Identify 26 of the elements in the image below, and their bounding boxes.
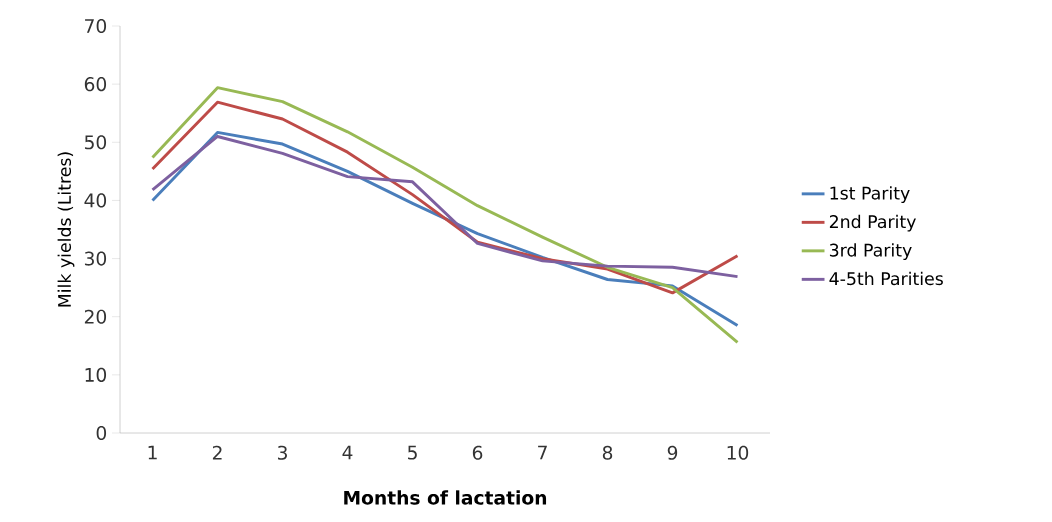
y-tick-label: 60 bbox=[84, 77, 107, 92]
y-tick-label: 0 bbox=[96, 425, 107, 441]
y-tick-label: 50 bbox=[84, 135, 107, 150]
x-tick-label: 9 bbox=[667, 445, 678, 460]
x-tick-label: 7 bbox=[538, 445, 547, 460]
legend-label: 1st Parity bbox=[830, 186, 910, 204]
y-tick-label: 70 bbox=[85, 18, 107, 34]
x-tick-label: 2 bbox=[212, 445, 222, 460]
y-tick-label: 40 bbox=[84, 193, 107, 208]
legend-label: 4-5th Parities bbox=[829, 271, 943, 286]
y-tick-label: 30 bbox=[84, 251, 107, 266]
legend-label: 3rd Parity bbox=[829, 243, 912, 261]
y-tick-label: 10 bbox=[85, 367, 107, 382]
x-tick-label: 4 bbox=[342, 445, 353, 460]
x-tick-label: 5 bbox=[408, 445, 417, 460]
y-axis-title: Milk yields (Litres) bbox=[57, 152, 75, 307]
x-tick-label: 8 bbox=[602, 445, 613, 460]
x-tick-label: 3 bbox=[277, 445, 287, 460]
x-tick-label: 1 bbox=[148, 445, 157, 460]
x-tick-label: 6 bbox=[472, 445, 483, 460]
x-tick-label: 10 bbox=[727, 445, 749, 460]
y-tick-label: 20 bbox=[84, 309, 107, 324]
legend-label: 2nd Parity bbox=[829, 214, 916, 232]
x-axis-title: Months of lactation bbox=[344, 490, 547, 505]
line-series bbox=[151, 86, 739, 344]
line-series bbox=[151, 135, 739, 279]
